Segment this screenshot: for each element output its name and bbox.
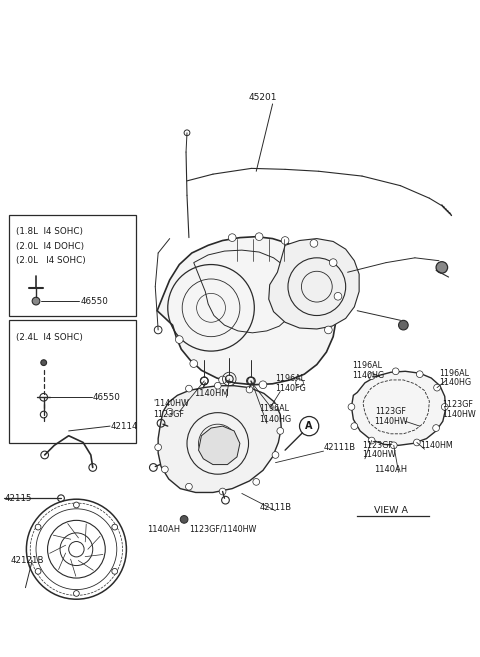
Text: 1123GF/1140HW: 1123GF/1140HW	[189, 524, 256, 533]
Text: 46550: 46550	[80, 296, 108, 306]
Circle shape	[324, 326, 332, 334]
Text: 1196AL: 1196AL	[439, 369, 469, 378]
Circle shape	[112, 568, 118, 574]
Text: 42121B: 42121B	[11, 556, 45, 565]
Circle shape	[281, 237, 289, 244]
Polygon shape	[351, 371, 446, 445]
Circle shape	[442, 403, 448, 410]
Circle shape	[35, 568, 41, 574]
Circle shape	[259, 381, 267, 388]
Circle shape	[166, 408, 173, 415]
Text: 42111B: 42111B	[259, 503, 291, 512]
Text: 1196AL: 1196AL	[259, 404, 289, 413]
Text: 1140HG: 1140HG	[439, 378, 471, 388]
Circle shape	[184, 130, 190, 136]
Text: (2.0L   I4 SOHC): (2.0L I4 SOHC)	[16, 256, 85, 265]
Circle shape	[219, 376, 227, 384]
Circle shape	[368, 373, 375, 380]
Text: 1140FG: 1140FG	[276, 384, 306, 393]
Text: 1123GF: 1123GF	[153, 410, 184, 419]
Circle shape	[73, 591, 79, 597]
Text: 1196AL: 1196AL	[276, 374, 305, 382]
Polygon shape	[199, 426, 240, 464]
Circle shape	[390, 442, 397, 449]
Text: 1140HG: 1140HG	[259, 415, 291, 424]
Text: 42115: 42115	[4, 494, 32, 503]
Circle shape	[296, 379, 303, 387]
Text: 1140AH: 1140AH	[147, 524, 180, 533]
Text: 1123GF: 1123GF	[375, 407, 406, 416]
Text: (2.0L  I4 DOHC): (2.0L I4 DOHC)	[16, 242, 84, 251]
Circle shape	[246, 386, 253, 393]
Circle shape	[228, 234, 236, 242]
Circle shape	[186, 484, 192, 490]
Circle shape	[368, 437, 375, 444]
Circle shape	[155, 444, 161, 451]
Circle shape	[416, 371, 423, 378]
Circle shape	[334, 292, 342, 300]
Circle shape	[392, 368, 399, 374]
Circle shape	[277, 428, 284, 434]
Polygon shape	[269, 238, 359, 329]
Text: 1140HW: 1140HW	[362, 451, 396, 459]
Circle shape	[329, 259, 337, 267]
Circle shape	[32, 297, 40, 305]
Text: 1140HM: 1140HM	[194, 389, 228, 398]
Text: VIEW A: VIEW A	[374, 507, 408, 515]
Circle shape	[190, 360, 198, 367]
Circle shape	[219, 488, 226, 495]
Text: 45201: 45201	[249, 93, 277, 102]
Polygon shape	[158, 386, 281, 493]
Text: 1123GF: 1123GF	[362, 441, 393, 450]
Circle shape	[154, 326, 162, 334]
Circle shape	[161, 466, 168, 473]
Circle shape	[413, 439, 420, 446]
Text: (1.8L  I4 SOHC): (1.8L I4 SOHC)	[16, 227, 83, 237]
Text: 42111B: 42111B	[324, 443, 356, 452]
Circle shape	[432, 424, 439, 432]
Text: 1140HW: 1140HW	[442, 410, 476, 419]
Polygon shape	[157, 237, 336, 385]
Text: 46550: 46550	[93, 393, 120, 402]
Text: '1140HW: '1140HW	[153, 399, 189, 409]
Text: 1140HG: 1140HG	[352, 371, 384, 380]
Circle shape	[176, 336, 183, 344]
Circle shape	[351, 422, 358, 430]
Text: 42114: 42114	[111, 422, 139, 430]
Text: 1196AL: 1196AL	[352, 361, 383, 370]
Text: 1140HW: 1140HW	[374, 417, 408, 426]
Text: 1140AH: 1140AH	[374, 465, 408, 474]
Text: (2.4L  I4 SOHC): (2.4L I4 SOHC)	[16, 333, 83, 342]
Circle shape	[348, 403, 355, 410]
Circle shape	[436, 261, 448, 273]
Text: A: A	[305, 421, 313, 431]
Bar	[9, 215, 136, 315]
Circle shape	[73, 502, 79, 508]
Circle shape	[271, 403, 278, 410]
Circle shape	[398, 321, 408, 330]
Circle shape	[215, 382, 221, 389]
Bar	[9, 321, 136, 443]
Circle shape	[112, 524, 118, 530]
Circle shape	[41, 360, 47, 365]
Circle shape	[186, 385, 192, 392]
Circle shape	[310, 240, 318, 247]
Text: 1123GF: 1123GF	[442, 401, 473, 409]
Circle shape	[253, 478, 260, 486]
Circle shape	[180, 516, 188, 523]
Circle shape	[35, 524, 41, 530]
Circle shape	[272, 451, 279, 459]
Circle shape	[433, 384, 441, 391]
Text: 1140HM: 1140HM	[420, 441, 453, 450]
Circle shape	[255, 233, 263, 240]
